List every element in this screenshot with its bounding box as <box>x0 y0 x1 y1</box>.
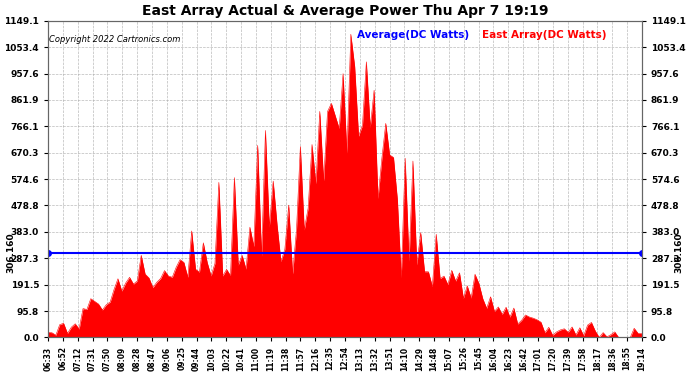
Text: Copyright 2022 Cartronics.com: Copyright 2022 Cartronics.com <box>49 35 181 44</box>
Title: East Array Actual & Average Power Thu Apr 7 19:19: East Array Actual & Average Power Thu Ap… <box>141 4 549 18</box>
Text: East Array(DC Watts): East Array(DC Watts) <box>482 30 606 40</box>
Text: 306.160: 306.160 <box>6 233 15 273</box>
Text: Average(DC Watts): Average(DC Watts) <box>357 30 469 40</box>
Text: 306.160: 306.160 <box>675 233 684 273</box>
